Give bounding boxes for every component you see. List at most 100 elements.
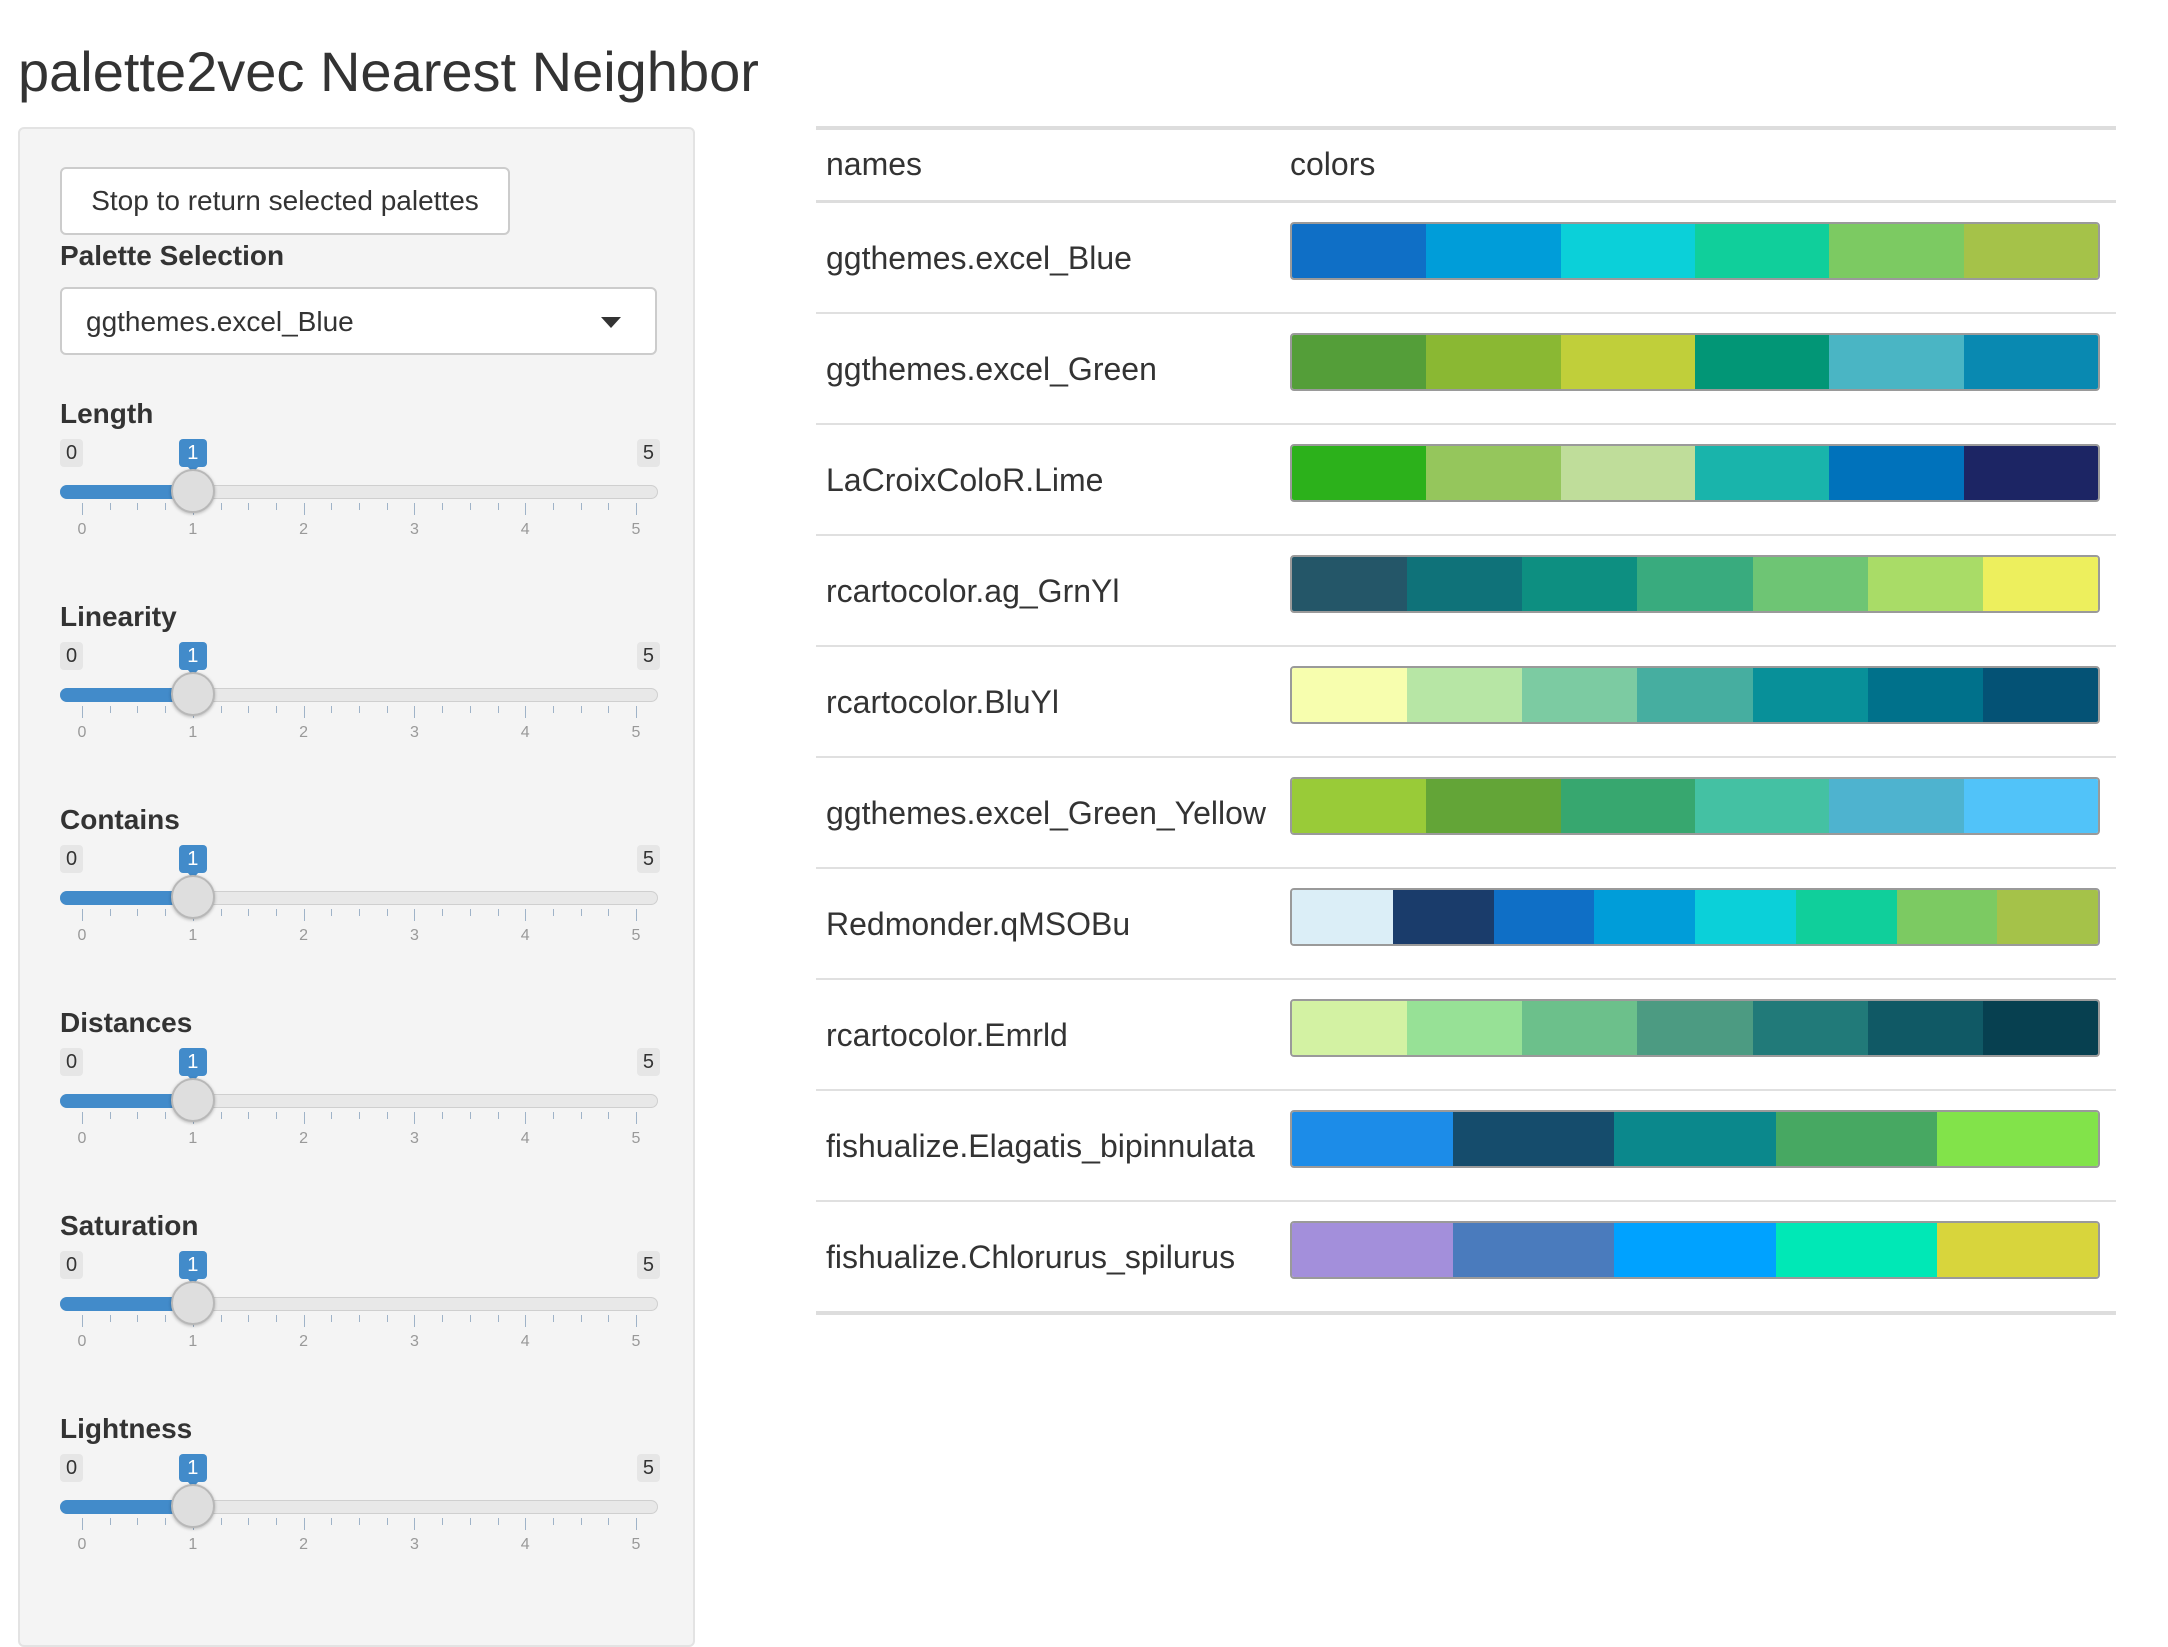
slider-minor-tick: [469, 706, 471, 713]
slider-minor-tick: [165, 1518, 167, 1525]
slider-minor-tick: [497, 1315, 499, 1322]
color-swatch: [1426, 446, 1561, 500]
slider-minor-tick: [552, 1112, 554, 1119]
slider-tick-label: 1: [188, 1333, 198, 1350]
slider-tick-label: 4: [520, 1536, 530, 1553]
slider-min-label: 0: [60, 1048, 84, 1076]
color-swatch: [1775, 1223, 1937, 1277]
slider-major-tick: [414, 1315, 416, 1327]
slider-minor-tick: [248, 909, 250, 916]
slider-tick-label: 3: [409, 927, 419, 944]
palette-swatch-bar: [1290, 1221, 2100, 1279]
slider-minor-tick: [469, 1315, 471, 1322]
color-swatch: [1963, 446, 2098, 500]
color-swatch: [1292, 446, 1427, 500]
slider-fill: [60, 1094, 193, 1108]
chevron-down-icon: [601, 317, 621, 328]
color-swatch: [1637, 557, 1753, 611]
slider-max-label: 5: [636, 642, 660, 670]
slider-major-tick: [303, 1112, 305, 1124]
slider-major-tick: [525, 1112, 527, 1124]
slider-minor-tick: [275, 1112, 277, 1119]
slider-minor-tick: [331, 909, 333, 916]
slider-tick-label: 1: [188, 1130, 198, 1147]
slider-label-distances: Distances: [60, 1007, 193, 1038]
slider-value-label: 1: [178, 439, 207, 473]
slider-minor-tick: [137, 503, 139, 510]
slider-tick-label: 4: [520, 724, 530, 741]
slider-minor-tick: [442, 1518, 444, 1525]
palette-swatch-bar: [1290, 1110, 2100, 1168]
slider-major-tick: [525, 1315, 527, 1327]
color-swatch: [1867, 668, 1983, 722]
slider-handle[interactable]: [170, 875, 215, 919]
slider-minor-tick: [275, 503, 277, 510]
slider-label-length: Length: [60, 398, 154, 429]
slider-major-tick: [636, 909, 637, 921]
slider-handle[interactable]: [170, 1281, 215, 1325]
color-swatch: [1963, 224, 2098, 278]
page-title: palette2vec Nearest Neighbor: [18, 40, 759, 103]
palette-name: rcartocolor.Emrld: [826, 1017, 1068, 1053]
slider-minor-tick: [580, 1518, 582, 1525]
color-swatch: [1292, 779, 1427, 833]
slider-handle[interactable]: [170, 1484, 215, 1528]
slider-minor-tick: [552, 1518, 554, 1525]
stop-button[interactable]: Stop to return selected palettes: [60, 167, 510, 235]
slider-handle[interactable]: [170, 672, 215, 716]
slider-tick-label: 5: [631, 1130, 641, 1147]
palette-swatch-bar: [1290, 555, 2100, 613]
slider-major-tick: [414, 706, 416, 718]
slider-max-label: 5: [636, 845, 660, 873]
slider-minor-tick: [580, 706, 582, 713]
slider-fill: [60, 1500, 193, 1514]
slider-tick-label: 4: [520, 1130, 530, 1147]
table-row: ggthemes.excel_Green: [816, 312, 2116, 423]
slider-minor-tick: [165, 909, 167, 916]
slider-min-label: 0: [60, 1251, 84, 1279]
slider-value-label: 1: [178, 1454, 207, 1488]
color-swatch: [1963, 779, 2098, 833]
slider-tick-label: 1: [188, 927, 198, 944]
color-swatch: [1453, 1112, 1615, 1166]
palette-swatch-bar: [1290, 999, 2100, 1057]
palette-swatch-bar: [1290, 222, 2100, 280]
color-swatch: [1694, 335, 1830, 389]
slider-minor-tick: [386, 1315, 388, 1322]
slider-handle[interactable]: [170, 1078, 215, 1122]
slider-min-label: 0: [60, 642, 84, 670]
slider-tick-label: 5: [631, 521, 641, 538]
palette-name: ggthemes.excel_Blue: [826, 240, 1132, 276]
slider-major-tick: [82, 1518, 83, 1530]
slider-minor-tick: [109, 706, 111, 713]
slider-tick-label: 0: [77, 1536, 87, 1553]
slider-minor-tick: [248, 1518, 250, 1525]
color-swatch: [1982, 668, 2098, 722]
slider-minor-tick: [359, 503, 360, 510]
palette-swatch-bar: [1290, 333, 2100, 391]
palette-selection-dropdown[interactable]: ggthemes.excel_Blue: [60, 287, 657, 355]
slider-tick-label: 5: [631, 724, 641, 741]
slider-major-tick: [525, 1518, 527, 1530]
slider-handle[interactable]: [170, 469, 215, 513]
slider-major-tick: [636, 706, 637, 718]
color-swatch: [1560, 779, 1695, 833]
slider-minor-tick: [580, 1315, 582, 1322]
slider-tick-label: 4: [520, 1333, 530, 1350]
slider-minor-tick: [137, 1112, 139, 1119]
slider-minor-tick: [165, 706, 167, 713]
slider-minor-tick: [137, 909, 139, 916]
slider-min-label: 0: [60, 1454, 84, 1482]
slider-fill: [60, 485, 193, 499]
sidebar-panel: Stop to return selected palettes Palette…: [18, 127, 695, 1647]
slider-minor-tick: [608, 1112, 610, 1119]
slider-tick-label: 0: [77, 927, 87, 944]
slider-minor-tick: [359, 706, 360, 713]
color-swatch: [1392, 890, 1494, 944]
